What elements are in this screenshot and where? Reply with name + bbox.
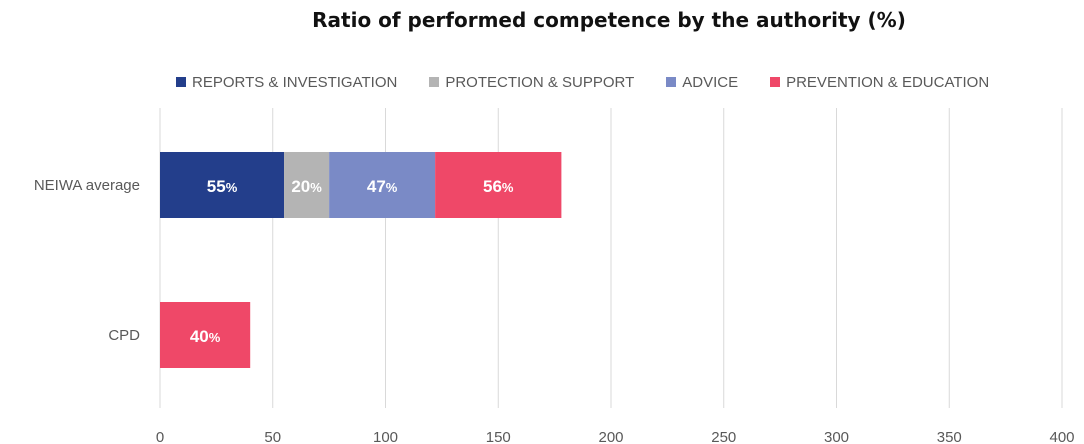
data-label-1-0: 20% xyxy=(291,177,322,196)
x-tick-label-300: 300 xyxy=(824,429,849,444)
data-label-3-1: 40% xyxy=(190,327,221,346)
x-tick-label-150: 150 xyxy=(486,429,511,444)
chart-legend: REPORTS & INVESTIGATION PROTECTION & SUP… xyxy=(176,72,1021,92)
legend-item-prevention: PREVENTION & EDUCATION xyxy=(770,74,989,91)
data-label-3-0: 56% xyxy=(483,177,514,196)
category-label-1: CPD xyxy=(108,327,140,344)
chart-title: Ratio of performed competence by the aut… xyxy=(312,8,906,32)
bar-3-0 xyxy=(435,152,562,218)
x-tick-label-250: 250 xyxy=(711,429,736,444)
x-tick-label-200: 200 xyxy=(598,429,623,444)
bar-0-0 xyxy=(160,152,285,218)
legend-item-protection: PROTECTION & SUPPORT xyxy=(429,74,634,91)
legend-swatch-protection xyxy=(429,77,440,87)
data-label-0-0: 55% xyxy=(207,177,238,196)
legend-label-protection: PROTECTION & SUPPORT xyxy=(445,73,635,91)
x-tick-label-0: 0 xyxy=(156,429,164,444)
bar-1-0 xyxy=(284,152,330,218)
legend-swatch-advice xyxy=(666,77,677,87)
legend-swatch-prevention xyxy=(770,77,781,87)
legend-swatch-reports xyxy=(176,77,186,87)
x-tick-label-350: 350 xyxy=(937,429,962,444)
x-tick-label-400: 400 xyxy=(1049,429,1074,444)
legend-item-advice: ADVICE xyxy=(666,74,738,91)
category-label-0: NEIWA average xyxy=(34,177,140,194)
x-tick-label-50: 50 xyxy=(264,429,281,444)
legend-label-prevention: PREVENTION & EDUCATION xyxy=(786,73,990,91)
legend-label-advice: ADVICE xyxy=(682,73,739,91)
legend-label-reports: REPORTS & INVESTIGATION xyxy=(192,73,398,91)
data-label-2-0: 47% xyxy=(367,177,398,196)
bar-2-0 xyxy=(329,152,436,218)
x-tick-label-100: 100 xyxy=(373,429,398,444)
legend-item-reports: REPORTS & INVESTIGATION xyxy=(176,74,397,91)
bar-3-1 xyxy=(160,302,251,368)
